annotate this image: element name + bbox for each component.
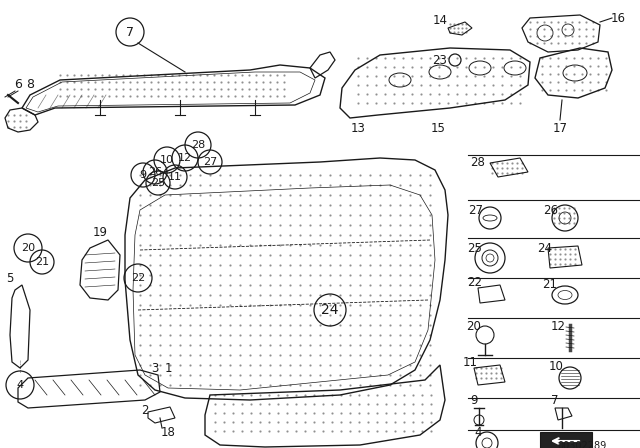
Text: 14: 14 [433,13,447,26]
Text: 10: 10 [160,155,174,165]
Text: 8: 8 [26,78,34,91]
Text: 28: 28 [470,156,485,169]
Text: 26: 26 [543,203,559,216]
Text: 16: 16 [611,12,625,25]
Text: 25: 25 [468,241,483,254]
Text: 11: 11 [463,356,477,369]
Text: 25: 25 [151,178,165,188]
Text: 18: 18 [161,426,175,439]
Text: 3: 3 [151,362,159,375]
Text: 11: 11 [168,172,182,182]
Text: 4: 4 [474,426,482,439]
Text: 26: 26 [148,167,162,177]
Text: 13: 13 [351,121,365,134]
Text: 9: 9 [140,170,147,180]
Text: 4: 4 [17,380,24,390]
Text: 12: 12 [550,319,566,332]
Text: 5: 5 [6,271,13,284]
Text: 20: 20 [21,243,35,253]
Text: 9: 9 [470,393,477,406]
Text: 28: 28 [191,140,205,150]
Text: 24: 24 [321,303,339,317]
Text: 17: 17 [552,121,568,134]
Text: 12: 12 [178,153,192,163]
Text: 21: 21 [35,257,49,267]
Text: 7: 7 [551,393,559,406]
Text: 27: 27 [468,203,483,216]
Text: 21: 21 [543,279,557,292]
Text: 2: 2 [141,404,148,417]
Text: 15: 15 [431,121,445,134]
Text: 22: 22 [467,276,483,289]
Text: 27: 27 [203,157,217,167]
Bar [540,432,592,448]
Text: 19: 19 [93,225,108,238]
Text: 00302289: 00302289 [557,441,607,448]
Text: 24: 24 [538,241,552,254]
Text: 10: 10 [548,359,563,372]
Text: 23: 23 [433,53,447,66]
Text: 1: 1 [164,362,172,375]
Text: 20: 20 [467,319,481,332]
Text: 6: 6 [14,78,22,91]
Text: 7: 7 [126,26,134,39]
Text: 22: 22 [131,273,145,283]
